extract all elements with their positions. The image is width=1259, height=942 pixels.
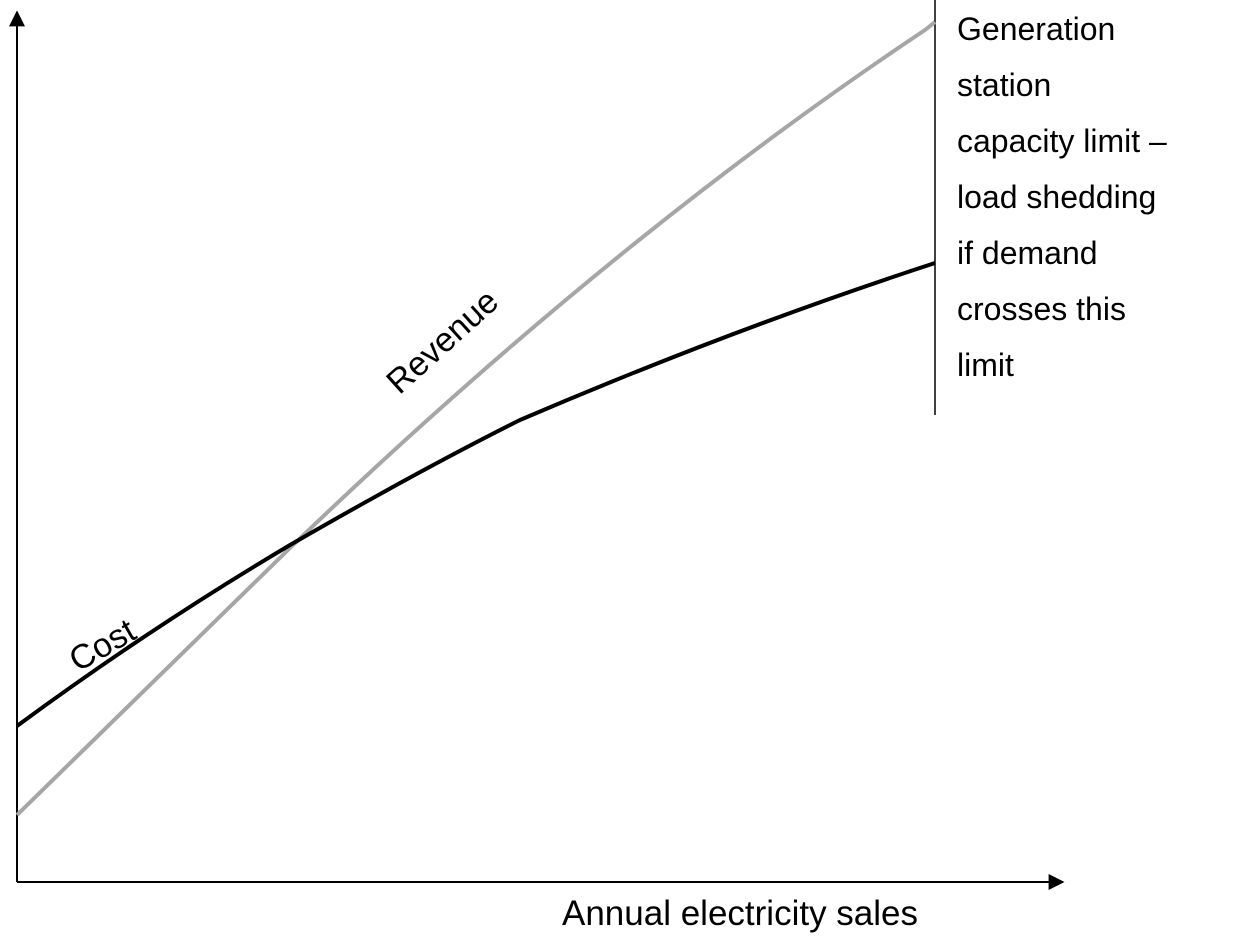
annotation-line: Generation [957,11,1115,47]
revenue-label: Revenue [379,282,506,401]
x-axis-label: Annual electricity sales [562,894,918,933]
cost-curve [15,261,936,728]
annotation-line: load shedding [957,179,1156,215]
annotation-line: crosses this [957,291,1126,327]
capacity-annotation: Generation station capacity limit – load sh… [957,11,1167,383]
cost-label: Cost [63,611,143,679]
annotation-line: if demand [957,235,1098,271]
annotation-line: capacity limit – [957,123,1167,159]
annotation-line: limit [957,347,1014,383]
annotation-line: station [957,67,1051,103]
revenue-curve [15,20,937,817]
